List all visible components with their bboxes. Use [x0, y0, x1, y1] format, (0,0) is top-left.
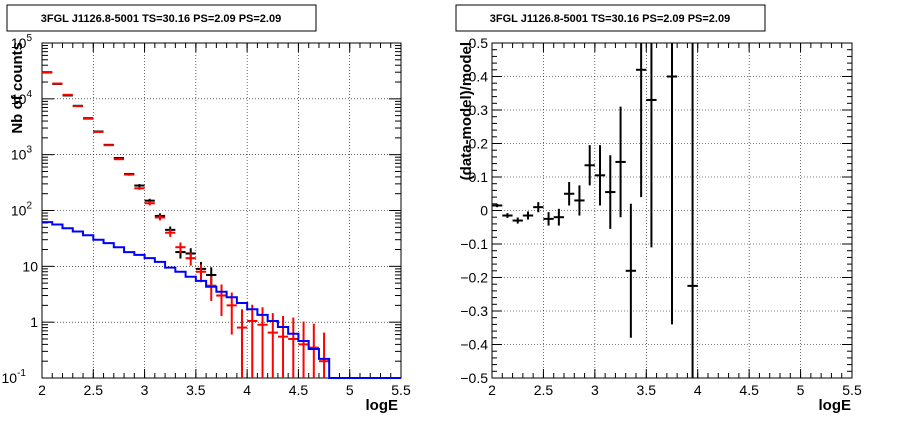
right-x-tick-label: 2.5 [534, 382, 554, 398]
left-x-tick-label: 3.5 [186, 382, 206, 398]
right-point-0-6 [553, 208, 564, 226]
right-y-tick-label: 0.3 [469, 102, 489, 118]
left-pad: 3FGL J1126.8-5001 TS=30.16 PS=2.09 PS=2.… [2, 4, 411, 414]
left-point-0-9 [134, 184, 145, 188]
right-point-0-8 [574, 185, 585, 216]
right-chart-title: 3FGL J1126.8-5001 TS=30.16 PS=2.09 PS=2.… [490, 13, 730, 25]
left-point-1-21 [257, 307, 268, 378]
left-point-1-8 [124, 173, 135, 176]
left-point-1-17 [216, 284, 227, 316]
left-x-tick-label: 5.5 [391, 382, 411, 398]
right-pad: 3FGL J1126.8-5001 TS=30.16 PS=2.09 PS=2.… [455, 4, 862, 414]
left-x-tick-label: 4 [243, 382, 251, 398]
right-point-0-17 [687, 43, 698, 378]
right-y-tick-label: 0.2 [469, 136, 489, 152]
left-x-tick-label: 2 [38, 382, 46, 398]
left-y-tick-label: 105 [11, 33, 33, 51]
right-x-tick-label: 3 [591, 382, 599, 398]
left-point-1-19 [236, 309, 248, 378]
left-y-tick-label: 10-1 [2, 368, 27, 386]
left-point-1-24 [288, 317, 299, 378]
right-point-0-0 [492, 203, 503, 208]
right-y-tick-label: −0.4 [460, 337, 488, 353]
left-point-1-3 [72, 105, 84, 108]
left-point-1-13 [175, 242, 186, 254]
left-point-1-20 [247, 304, 258, 378]
right-x-axis-title: logE [819, 397, 852, 414]
right-point-0-9 [584, 145, 595, 186]
right-x-tick-label: 4.5 [739, 382, 759, 398]
left-point-1-5 [93, 130, 104, 133]
right-point-0-10 [594, 145, 606, 206]
right-title-box: 3FGL J1126.8-5001 TS=30.16 PS=2.09 PS=2.… [455, 4, 766, 32]
left-point-1-25 [298, 321, 309, 378]
left-point-1-18 [226, 292, 237, 335]
left-frame [41, 42, 402, 379]
left-y-tick-label: 1 [30, 314, 38, 330]
left-model-step-line [42, 221, 401, 379]
right-x-tick-label: 2 [488, 382, 496, 398]
right-point-0-3 [522, 211, 534, 220]
right-x-tick-label: 5.5 [842, 382, 862, 398]
right-point-0-2 [512, 217, 523, 224]
left-point-1-11 [154, 214, 166, 221]
right-point-0-13 [625, 203, 636, 338]
left-y-tick-label: 104 [11, 89, 33, 107]
right-point-0-15 [646, 43, 657, 248]
right-x-tick-label: 4 [694, 382, 702, 398]
right-point-0-4 [533, 202, 544, 213]
right-y-tick-label: −0.5 [460, 370, 488, 386]
left-point-1-12 [165, 229, 176, 237]
left-y-axis-title: Nb of counts [9, 42, 26, 134]
left-point-1-14 [185, 252, 196, 266]
right-plot-area: 2 2.5 3 3.5 4 4.5 5 5.5 −0.5 −0.4 −0.3 −0.2 −0.1 0 0.1… [460, 35, 862, 398]
left-point-1-27 [318, 332, 330, 378]
left-point-1-9 [134, 186, 145, 190]
left-point-1-26 [308, 323, 319, 378]
right-point-0-16 [666, 43, 678, 325]
left-point-1-15 [195, 264, 207, 283]
right-x-tick-label: 3.5 [637, 382, 657, 398]
left-y-tick-label: 102 [11, 201, 33, 219]
right-point-0-5 [543, 212, 554, 226]
left-x-tick-label: 5 [346, 382, 354, 398]
left-x-tick-label: 2.5 [84, 382, 104, 398]
left-chart-title: 3FGL J1126.8-5001 TS=30.16 PS=2.09 PS=2.… [41, 13, 281, 25]
right-point-0-1 [502, 213, 513, 218]
left-x-tick-label: 3 [141, 382, 149, 398]
left-point-1-4 [83, 117, 94, 120]
right-point-0-12 [615, 106, 626, 218]
left-x-axis-title: logE [366, 397, 399, 414]
right-y-tick-label: 0 [480, 203, 488, 219]
left-title-box: 3FGL J1126.8-5001 TS=30.16 PS=2.09 PS=2.… [6, 4, 317, 32]
left-y-tick-label: 10 [22, 258, 38, 274]
right-point-0-7 [564, 182, 575, 206]
right-y-tick-label: 0.1 [469, 169, 489, 185]
right-y-tick-label: 0.4 [469, 69, 489, 85]
right-y-tick-label: 0.5 [469, 35, 489, 51]
left-point-1-10 [144, 201, 155, 206]
right-point-0-14 [636, 43, 647, 198]
right-y-tick-label: −0.2 [460, 270, 488, 286]
right-x-tick-label: 5 [797, 382, 805, 398]
left-point-1-6 [103, 144, 114, 147]
left-point-1-16 [206, 276, 217, 301]
right-point-0-11 [605, 155, 616, 229]
left-plot-area: 2 2.5 3 3.5 4 4.5 5 5.5 10-1 1 10 102 103 104 105 [2, 33, 411, 398]
left-point-1-7 [113, 158, 125, 161]
left-x-tick-label: 4.5 [289, 382, 309, 398]
right-y-axis-title: (data-model)/model [458, 42, 475, 180]
left-point-1-22 [267, 313, 278, 378]
right-y-tick-label: −0.1 [460, 236, 488, 252]
right-y-tick-label: −0.3 [460, 303, 488, 319]
left-y-tick-label: 103 [11, 145, 33, 163]
